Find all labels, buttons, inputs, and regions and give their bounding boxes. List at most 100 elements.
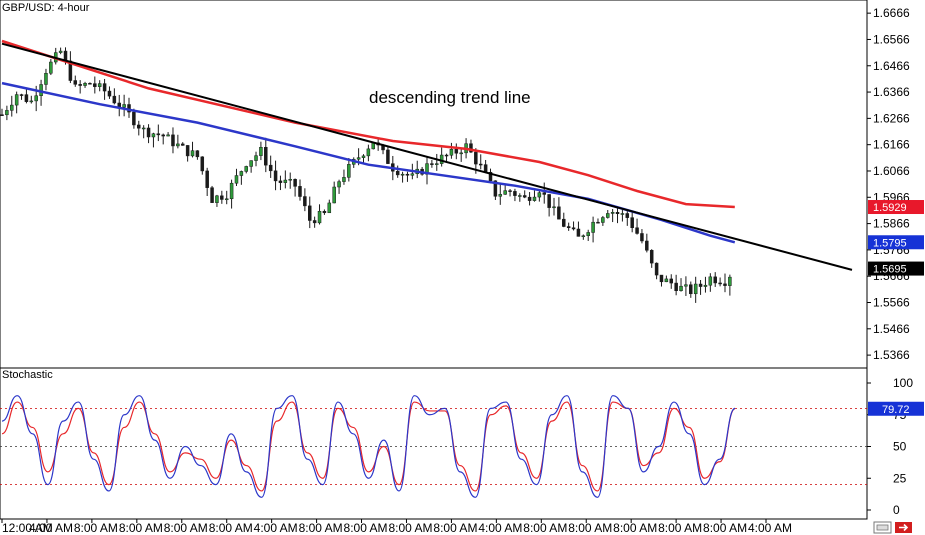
stochastic-panel: [0, 367, 868, 520]
time-label: 8:00 AM: [568, 521, 612, 535]
time-label: 4:00 AM: [254, 521, 298, 535]
stochastic-tick-label: 50: [893, 440, 907, 454]
time-label: 4:00 AM: [748, 521, 792, 535]
candle-body: [278, 180, 283, 183]
candle-body: [630, 217, 634, 228]
candle-body: [684, 284, 688, 287]
time-label: 8:00 AM: [523, 521, 567, 535]
candle-body: [679, 285, 683, 292]
candle-body: [19, 94, 24, 96]
price-value-badge: [868, 261, 924, 276]
time-label: 8:00 AM: [164, 521, 208, 535]
candle-body: [244, 166, 249, 172]
time-label: 8:00 AM: [344, 521, 388, 535]
price-tick-label: 1.5866: [873, 217, 910, 231]
candle-body: [229, 182, 234, 200]
candle-body: [366, 148, 371, 157]
candle-body: [503, 190, 507, 195]
candle-body: [268, 164, 273, 172]
candle-body: [249, 160, 253, 167]
price-tick-label: 1.6266: [873, 111, 910, 125]
candle-body: [703, 284, 708, 287]
candle-body: [308, 205, 312, 221]
candle-body: [312, 220, 317, 224]
candle-body: [478, 163, 483, 166]
candle-body: [547, 194, 551, 208]
candle-body: [200, 156, 205, 172]
stochastic-k-line: [1, 395, 736, 498]
candle-body: [527, 196, 532, 201]
long-ma-value-badge: [868, 200, 924, 215]
candle-body: [224, 198, 229, 201]
candle-body: [586, 232, 590, 236]
candle-body: [708, 276, 713, 286]
candle-body: [264, 146, 268, 166]
candle-body: [97, 83, 102, 87]
candle-body: [317, 210, 322, 224]
candle-body: [513, 191, 517, 196]
time-label: 4:00 AM: [478, 521, 522, 535]
short-moving-average-line: [1, 81, 736, 244]
candle-body: [146, 127, 151, 138]
stochastic-title: Stochastic: [2, 369, 53, 381]
candle-body: [386, 149, 390, 164]
price-tick-label: 1.6166: [873, 138, 910, 152]
candle-body: [190, 150, 195, 157]
candle-body: [430, 163, 434, 165]
candle-body: [254, 155, 258, 161]
stochastic-value-badge: [868, 401, 924, 416]
candle-body: [537, 192, 542, 198]
candle-body: [220, 195, 224, 200]
time-label: 8:00 AM: [433, 521, 477, 535]
candle-body: [645, 240, 649, 251]
candle-body: [205, 170, 209, 188]
candle-body: [552, 206, 556, 209]
candle-body: [532, 196, 537, 201]
candle-body: [93, 83, 97, 87]
time-label: 8:00 AM: [703, 521, 747, 535]
candle-body: [361, 155, 366, 158]
candle-body: [674, 282, 678, 292]
chart-shift-icon[interactable]: [895, 522, 912, 533]
price-tick-label: 1.6466: [873, 59, 910, 73]
candle-body: [88, 83, 92, 85]
candle-body: [669, 278, 674, 284]
time-label: 8:00 AM: [388, 521, 432, 535]
long-moving-average-line: [1, 39, 735, 209]
candle-body: [303, 196, 307, 207]
candle-body: [518, 195, 522, 197]
candle-body: [288, 178, 292, 181]
candle-body: [405, 173, 410, 176]
stochastic-value-label: 79.72: [882, 404, 910, 416]
candle-body: [5, 110, 9, 116]
candle-body: [640, 233, 644, 242]
candle-body: [601, 217, 605, 223]
candle-body: [542, 192, 546, 195]
candle-body: [591, 221, 595, 233]
candle-body: [693, 283, 698, 295]
scroll-toggle-icon[interactable]: [873, 521, 892, 534]
candle-body: [156, 133, 161, 136]
candle-body: [0, 114, 4, 116]
candle-body: [562, 218, 566, 227]
candle-body: [596, 221, 600, 224]
candle-body: [649, 250, 654, 264]
price-axis: 1.6666 1.6566 1.6466 1.6366 1.6266 1.6166 1.60…: [867, 6, 924, 362]
candle-body: [327, 202, 332, 214]
candle-body: [615, 212, 620, 214]
candle-body: [439, 154, 444, 164]
candle-body: [185, 145, 190, 157]
chart-title: GBP/USD: 4-hour: [2, 2, 90, 14]
candle-body: [239, 171, 244, 176]
candle-body: [332, 186, 336, 204]
stochastic-tick-label: 100: [893, 376, 913, 390]
candle-body: [24, 94, 29, 102]
candle-body: [459, 152, 463, 155]
price-panel: [0, 0, 868, 369]
candle-body: [283, 179, 288, 183]
price-tick-label: 1.6666: [873, 6, 910, 20]
candle-body: [298, 186, 302, 197]
stochastic-axis: 100755025079.72: [867, 376, 924, 517]
candle-body: [449, 149, 454, 156]
long-ma-value-badge-label: 1.5929: [873, 202, 907, 214]
